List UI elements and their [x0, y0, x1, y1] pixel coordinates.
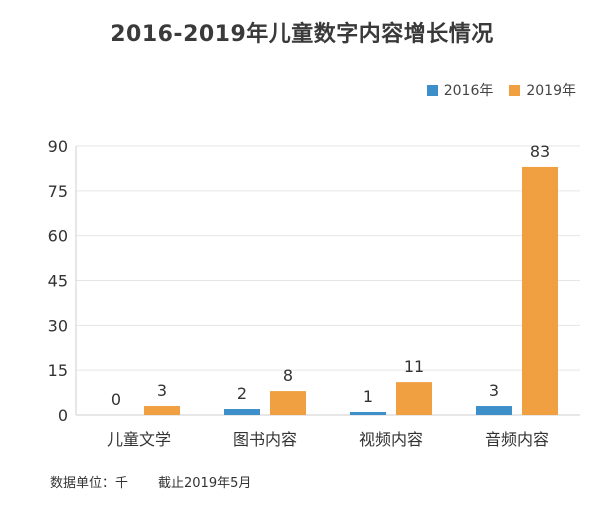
y-tick-label: 60 [48, 227, 68, 246]
data-label: 83 [530, 142, 550, 161]
data-label: 8 [283, 366, 293, 385]
legend-item-2019: 2019年 [509, 80, 576, 100]
bar-2019年-视频内容 [396, 382, 432, 415]
x-tick-label: 音频内容 [485, 430, 549, 449]
legend-swatch-2016 [426, 84, 438, 96]
bar-2019年-儿童文学 [144, 406, 180, 415]
x-tick-label: 图书内容 [233, 430, 297, 449]
bar-2016年-音频内容 [476, 406, 512, 415]
date-note: 截止2019年5月 [158, 476, 252, 491]
data-label: 2 [237, 384, 247, 403]
data-label: 0 [111, 390, 121, 409]
y-tick-label: 45 [48, 272, 68, 291]
chart-title: 2016-2019年儿童数字内容增长情况 [110, 22, 494, 47]
data-label: 11 [404, 357, 424, 376]
legend-swatch-2019 [509, 84, 521, 96]
y-tick-label: 75 [48, 182, 68, 201]
bar-2016年-视频内容 [350, 412, 386, 415]
data-label: 1 [363, 387, 373, 406]
x-tick-label: 视频内容 [359, 430, 423, 449]
y-tick-label: 30 [48, 316, 68, 335]
x-tick-label: 儿童文学 [107, 430, 171, 449]
y-tick-label: 15 [48, 361, 68, 380]
bar-2019年-音频内容 [522, 166, 558, 415]
y-tick-label: 90 [48, 137, 68, 156]
data-label: 3 [489, 381, 499, 400]
bar-2016年-图书内容 [224, 409, 260, 415]
unit-note: 数据单位：千 [50, 476, 129, 491]
bar-2019年-图书内容 [270, 391, 306, 415]
chart-footer: 数据单位：千 截止2019年5月 [50, 472, 251, 491]
chart-legend: 2016年 2019年 [426, 80, 576, 100]
legend-label-2016: 2016年 [443, 83, 494, 99]
legend-item-2016: 2016年 [426, 80, 494, 100]
y-tick-label: 0 [58, 406, 68, 425]
data-label: 3 [157, 381, 167, 400]
legend-label-2019: 2019年 [526, 83, 576, 99]
